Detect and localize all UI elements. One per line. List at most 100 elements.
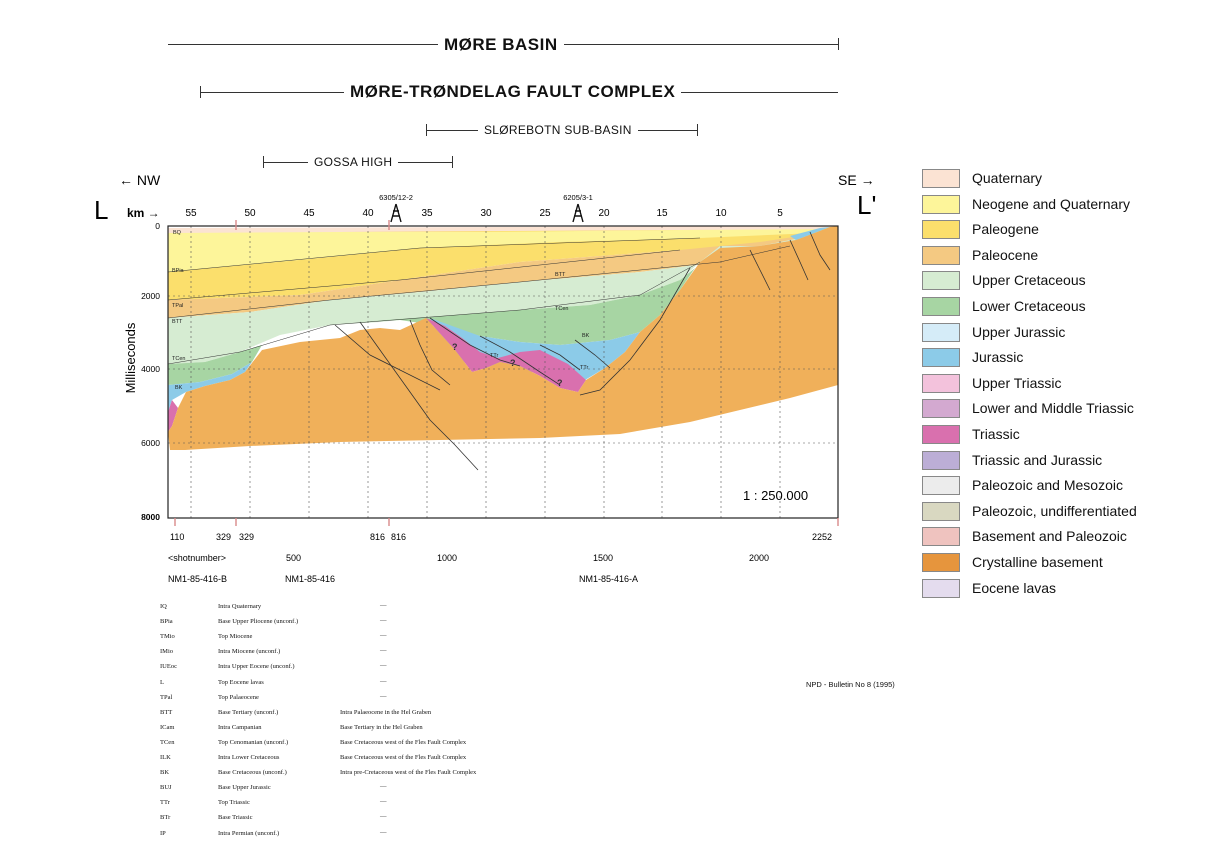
legend-swatch: [922, 271, 960, 291]
horizon-tag: BTT: [172, 319, 183, 325]
legend-label: Paleozoic and Mesozoic: [972, 477, 1123, 494]
horizon-description: Top Miocene: [218, 633, 253, 641]
horizon-tag: TTr: [580, 365, 589, 371]
horizon-dash: —: [380, 617, 387, 625]
grid-lines: [168, 226, 838, 518]
legend-swatch: [922, 322, 960, 342]
horizon-description: Base Triassic: [218, 814, 253, 822]
geology-layers: [168, 226, 838, 518]
horizon-dash: —: [380, 828, 387, 836]
well-6305-12-2: 6305/12-2: [379, 193, 413, 223]
horizon-description: Intra Miocene (unconf.): [218, 648, 281, 656]
legend-swatch: [922, 245, 960, 265]
km-tick: 10: [715, 208, 727, 219]
horizon-description: Top Triassic: [218, 799, 250, 807]
horizon-note: Base Cretaceous west of the Fles Fault C…: [340, 754, 467, 761]
horizon-code: BTr: [160, 814, 171, 822]
shotpoints: 110 329 329 816 816 2252 <shotnumber> 50…: [168, 532, 832, 584]
shotpoint-label: 816: [391, 532, 406, 542]
legend-swatch: [922, 348, 960, 368]
layer-upper-cretaceous: [168, 230, 825, 364]
shotnumber-label: <shotnumber>: [168, 553, 226, 563]
legend-swatch: [922, 220, 960, 240]
horizon-description: Intra Upper Eocene (unconf.): [218, 663, 295, 671]
km-tick: 40: [362, 208, 374, 219]
seismic-line-label: NM1-85-416: [285, 574, 335, 584]
profile-end-label: L': [857, 190, 876, 220]
horizon-code: IUEoc: [160, 663, 177, 671]
horizon-dash: —: [380, 647, 387, 655]
layer-crystalline-basement: [168, 226, 838, 450]
km-tick: 5: [777, 208, 783, 219]
profile-start-label: L: [94, 195, 108, 225]
fault-line: [749, 249, 771, 291]
horizon-code: IMio: [160, 648, 173, 656]
layer-jurassic-east: [790, 227, 830, 240]
legend-label: Jurassic: [972, 349, 1024, 366]
legend-swatch: [922, 297, 960, 316]
km-axis-label: km →: [127, 206, 160, 220]
legend-swatch: [922, 553, 960, 572]
horizon-dash: —: [380, 677, 387, 685]
question-mark: ?: [452, 342, 458, 352]
horizon-dash: —: [380, 783, 387, 791]
km-tick: 30: [480, 208, 492, 219]
horizon-description: Intra Quaternary: [218, 603, 262, 610]
horizon-code: TTr: [160, 799, 170, 807]
section-frame: [167, 225, 839, 519]
fault-complex-label: MØRE-TRØNDELAG FAULT COMPLEX: [344, 82, 682, 102]
well-derrick-icon: [390, 203, 402, 223]
km-tick: 45: [303, 208, 315, 219]
fault-line: [429, 317, 521, 367]
km-tick: 20: [598, 208, 610, 219]
horizon-dash: —: [380, 632, 387, 640]
legend-swatch: [922, 527, 960, 547]
horizon-tags: BQ BPia TPal BTT TCen BK BTT TCen BK TTr…: [172, 230, 590, 391]
horizon-dash: —: [380, 692, 387, 700]
legend-label: Triassic: [972, 426, 1020, 442]
horizon-code: BUJ: [160, 784, 172, 792]
horizon-code: BTT: [160, 708, 173, 716]
horizon-dash: —: [380, 662, 387, 670]
horizon-description: Top Palaeocene: [218, 693, 259, 701]
legend-label: Paleozoic, undifferentiated: [972, 502, 1137, 519]
horizon-code: IP: [160, 829, 166, 837]
horizon-note: Base Tertiary in the Hel Graben: [340, 723, 423, 731]
layer-neogene-quaternary: [168, 226, 838, 272]
horizon-description: Base Cretaceous (unconf.): [218, 769, 287, 777]
y-tick: 2000: [141, 291, 160, 301]
fault-line: [334, 324, 441, 391]
legend-swatch: [922, 501, 960, 521]
sub-basin-label: SLØREBOTN SUB-BASIN: [478, 123, 638, 137]
horizon-tag: BPia: [172, 268, 185, 274]
legend-label: Upper Triassic: [972, 374, 1062, 391]
layer-triassic: [426, 318, 586, 392]
legend-label: Upper Jurassic: [972, 323, 1066, 340]
layer-triassic-west: [168, 400, 178, 432]
legend-swatch: [922, 476, 960, 496]
shotpoint-label: 329: [239, 532, 254, 542]
horizon-description: Base Tertiary (unconf.): [218, 708, 279, 716]
horizon-dash: —: [380, 602, 387, 609]
horizon-tag: BQ: [173, 230, 182, 236]
well-label: 6305/12-2: [379, 193, 413, 202]
legend-label: Neogene and Quaternary: [972, 195, 1130, 212]
horizon-description: Top Cenomanian (unconf.): [218, 738, 289, 746]
km-tick: 55: [185, 208, 197, 219]
horizon-code: TMio: [160, 633, 175, 641]
km-tick: 15: [656, 208, 668, 219]
well-derrick-icon: [572, 203, 584, 223]
horizon-code: ILK: [160, 754, 171, 761]
legend-swatch: [922, 450, 960, 470]
horizon-description: Intra Campanian: [218, 723, 262, 731]
horizon-code: BK: [160, 769, 170, 777]
shotnumber-tick: 1500: [593, 553, 613, 563]
legend-label: Crystalline basement: [972, 554, 1103, 570]
map-scale: 1 : 250.000: [743, 488, 808, 503]
horizon-code: L: [160, 678, 164, 686]
horizon-tag: TCen: [172, 356, 185, 362]
y-tick: 6000: [141, 438, 160, 448]
seismic-line-label: NM1-85-416-A: [579, 574, 638, 584]
legend-label: Triassic and Jurassic: [972, 451, 1103, 468]
